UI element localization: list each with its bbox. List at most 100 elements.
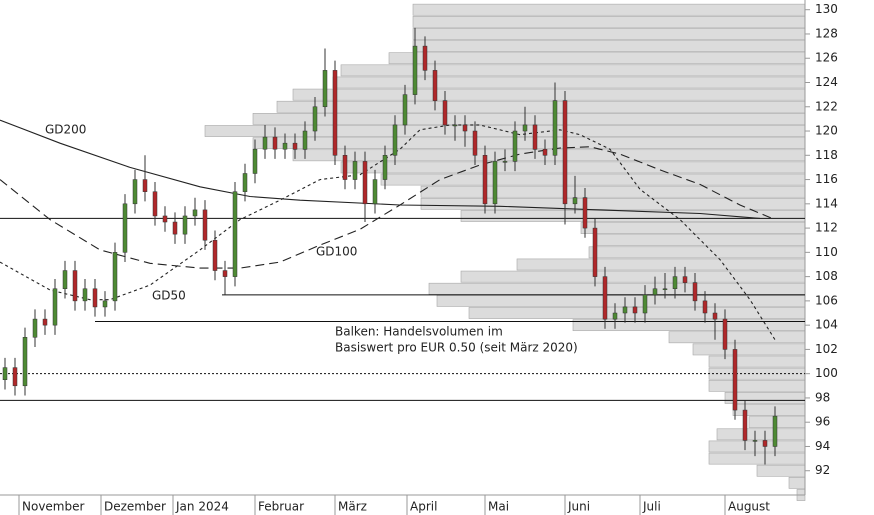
- candle-body: [562, 100, 568, 205]
- candle-body: [342, 155, 348, 180]
- y-tick-label: 126: [815, 51, 838, 65]
- moving-average-line: [0, 119, 761, 219]
- candle-body: [412, 45, 418, 95]
- y-tick-label: 120: [815, 124, 838, 138]
- volume-bar: [340, 161, 806, 174]
- candle-body: [432, 70, 438, 101]
- candle-body: [212, 239, 218, 271]
- volume-bar: [460, 210, 806, 222]
- candle-body: [62, 270, 68, 290]
- volume-bar: [708, 452, 806, 465]
- y-tick-label: 98: [815, 390, 830, 404]
- candle-body: [122, 203, 128, 253]
- y-tick-label: 94: [815, 439, 830, 453]
- y-tick-label: 128: [815, 26, 838, 40]
- volume-bar: [332, 76, 806, 89]
- y-tick-label: 106: [815, 293, 838, 307]
- candle-body: [622, 306, 628, 314]
- candle-body: [492, 161, 498, 205]
- candle-body: [472, 130, 478, 156]
- candle-body: [42, 318, 48, 326]
- candle-body: [682, 276, 688, 283]
- candle-body: [642, 294, 648, 314]
- candle-body: [152, 191, 158, 217]
- candle-body: [92, 288, 98, 308]
- candle-body: [12, 367, 18, 387]
- candle-body: [672, 276, 678, 289]
- candle-body: [482, 155, 488, 205]
- candle-body: [772, 415, 778, 447]
- x-tick-label: März: [338, 500, 367, 514]
- volume-bar: [580, 222, 806, 234]
- candle-body: [82, 288, 88, 302]
- candle-body: [222, 270, 228, 277]
- candle-body: [662, 288, 668, 290]
- candle-body: [352, 161, 358, 180]
- x-tick-label: Juni: [567, 500, 590, 514]
- candle-body: [102, 300, 108, 308]
- candle-body: [362, 161, 368, 205]
- volume-bar: [460, 270, 806, 283]
- y-tick-label: 124: [815, 75, 838, 89]
- volume-bar: [412, 40, 806, 52]
- candle-body: [752, 440, 758, 442]
- candle-body: [202, 209, 208, 241]
- x-tick-label: Juli: [642, 500, 661, 514]
- candle-body: [582, 197, 588, 229]
- candle-body: [532, 124, 538, 150]
- y-tick-label: 130: [815, 2, 838, 16]
- candle-body: [282, 142, 288, 150]
- candle-body: [722, 318, 728, 350]
- volume-bar: [412, 28, 806, 40]
- x-tick-label: Mai: [488, 500, 509, 514]
- candle-body: [762, 440, 768, 447]
- y-tick-label: 114: [815, 196, 838, 210]
- y-tick-label: 100: [815, 366, 838, 380]
- volume-bar: [516, 258, 806, 271]
- y-tick-label: 116: [815, 172, 838, 186]
- volume-bar: [412, 3, 806, 16]
- candle-body: [232, 191, 238, 277]
- moving-average-line: [0, 124, 776, 340]
- y-tick-label: 104: [815, 318, 838, 332]
- candle-body: [402, 94, 408, 126]
- volume-bar: [292, 149, 806, 162]
- candle-body: [442, 100, 448, 126]
- candle-body: [312, 106, 318, 132]
- candle-body: [132, 179, 138, 205]
- candle-body: [372, 179, 378, 205]
- candle-body: [292, 142, 298, 150]
- candle-body: [2, 367, 8, 380]
- volume-bar: [708, 440, 806, 453]
- x-tick-label: Jan 2024: [175, 500, 229, 514]
- x-tick-label: Dezember: [104, 500, 166, 514]
- x-tick-label: November: [22, 500, 84, 514]
- candle-body: [52, 288, 58, 326]
- candle-body: [742, 409, 748, 441]
- candle-body: [612, 312, 618, 320]
- candle-body: [322, 70, 328, 108]
- candle-body: [572, 197, 578, 205]
- volume-bar: [756, 464, 806, 477]
- candle-body: [692, 282, 698, 302]
- candle-body: [512, 130, 518, 162]
- candle-body: [242, 173, 248, 192]
- x-tick-label: Februar: [258, 500, 304, 514]
- volume-bar: [708, 355, 806, 368]
- candle-body: [22, 337, 28, 387]
- candle-body: [542, 148, 548, 156]
- candle-body: [452, 124, 458, 127]
- y-tick-label: 110: [815, 245, 838, 259]
- candle-body: [502, 161, 508, 163]
- candle-body: [332, 70, 338, 156]
- volume-bar: [596, 234, 806, 247]
- x-tick-label: April: [410, 500, 437, 514]
- volume-bar: [692, 343, 806, 356]
- volume-bar: [668, 331, 806, 344]
- volume-bar: [436, 295, 806, 307]
- y-tick-label: 122: [815, 99, 838, 113]
- volume-bar: [276, 100, 806, 113]
- candle-body: [522, 124, 528, 132]
- volume-bar: [788, 477, 806, 489]
